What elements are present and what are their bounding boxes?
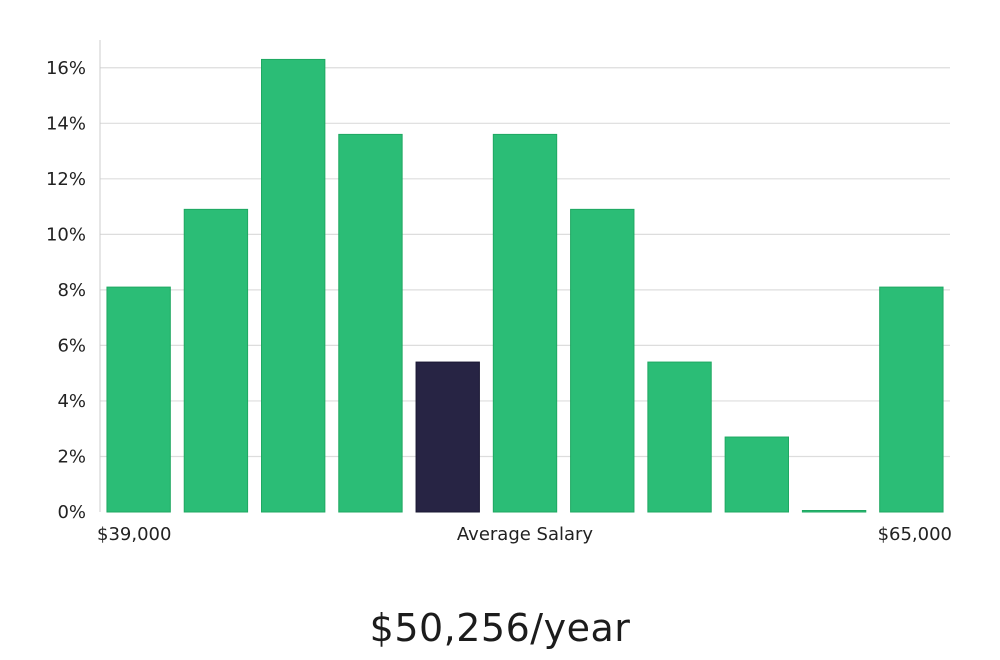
y-tick-label: 16% xyxy=(46,58,86,79)
bar xyxy=(106,286,171,513)
x-axis-title: Average Salary xyxy=(457,524,594,545)
bar xyxy=(570,208,635,513)
average-salary-value: $50,256/year xyxy=(369,606,631,650)
y-tick-label: 14% xyxy=(46,113,86,134)
y-tick-label: 2% xyxy=(57,446,86,467)
bar xyxy=(879,286,944,513)
x-max-label: $65,000 xyxy=(878,524,952,545)
bar xyxy=(338,133,403,513)
bar xyxy=(724,436,789,513)
y-tick-labels: 0% 2% 4% 6% 8% 10% 12% 14% 16% xyxy=(46,58,86,523)
y-tick-label: 8% xyxy=(57,280,86,301)
y-tick-label: 6% xyxy=(57,335,86,356)
x-min-label: $39,000 xyxy=(97,524,171,545)
bar xyxy=(647,361,712,513)
bar xyxy=(183,208,249,513)
bar xyxy=(492,133,558,513)
y-tick-label: 0% xyxy=(57,502,86,523)
bar-highlighted-average xyxy=(415,361,480,513)
bars xyxy=(106,58,944,513)
y-tick-label: 12% xyxy=(46,169,86,190)
y-tick-label: 10% xyxy=(46,224,86,245)
y-tick-label: 4% xyxy=(57,391,86,412)
bar xyxy=(801,510,867,513)
bar xyxy=(261,58,326,513)
